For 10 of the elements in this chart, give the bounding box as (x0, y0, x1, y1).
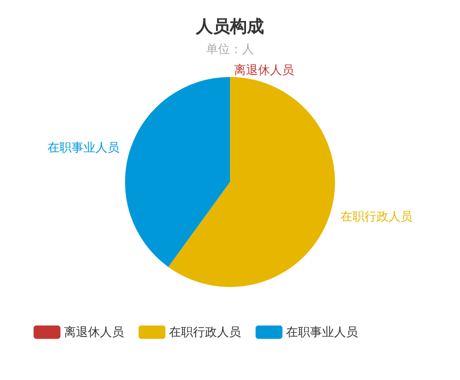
legend-label: 在职事业人员 (286, 325, 358, 340)
pie-slice (125, 77, 230, 267)
chart-title: 人员构成 (195, 17, 264, 36)
category-label: 离退休人员 (234, 63, 294, 77)
legend-label: 在职行政人员 (169, 325, 241, 340)
slice-label: 在职行政人员 (340, 210, 413, 224)
slice-label: 在职事业人员 (47, 140, 120, 154)
legend-label: 离退休人员 (64, 325, 124, 340)
pie-slice (168, 77, 335, 287)
chart-subtitle: 单位：人 (206, 42, 254, 56)
